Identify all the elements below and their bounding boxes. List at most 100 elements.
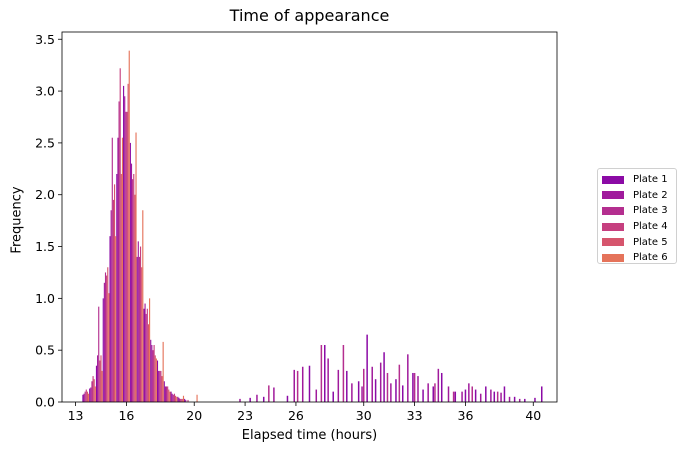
bar-plate-1 <box>129 142 131 402</box>
late-bar-plate-3 <box>320 344 323 402</box>
late-bar-plate-1 <box>454 391 457 402</box>
legend-swatch <box>602 206 624 215</box>
bar-plate-5 <box>161 376 163 402</box>
late-bar-plate-2 <box>315 389 318 402</box>
x-axis-label: Elapsed time (hours) <box>241 428 378 443</box>
bar-plate-4 <box>92 376 94 402</box>
bar-plate-4 <box>85 389 87 402</box>
bar-plate-4 <box>133 173 135 402</box>
late-bar-plate-3 <box>471 386 473 402</box>
y-tick-label: 0.0 <box>35 395 55 410</box>
legend-item-plate-6: Plate 6 <box>602 250 672 266</box>
late-bar-plate-2 <box>337 369 340 402</box>
late-bar-plate-2 <box>301 366 304 402</box>
late-bar-plate-1 <box>524 398 526 402</box>
bar-plate-2 <box>124 96 126 403</box>
bar-plate-2 <box>130 163 133 402</box>
late-bar-plate-2 <box>361 386 363 402</box>
late-bar-plate-3 <box>434 383 436 402</box>
bar-plate-5 <box>141 267 143 402</box>
late-bar-plate-3 <box>386 372 389 402</box>
late-bar-plate-2 <box>379 362 382 402</box>
bar-plate-4 <box>139 246 142 402</box>
bar-plate-2 <box>164 386 166 402</box>
bar-plate-5 <box>113 184 116 402</box>
late-bar-plate-1 <box>395 379 397 402</box>
bar-plate-2 <box>144 303 146 402</box>
bar-plate-3 <box>179 398 181 402</box>
bar-plate-6 <box>155 358 157 402</box>
bar-plate-6 <box>128 50 130 403</box>
late-bar-plate-1 <box>401 385 404 402</box>
bar-plate-2 <box>90 387 92 402</box>
bar-plate-4 <box>146 308 148 402</box>
bar-plate-2 <box>151 344 153 402</box>
x-tick-label: 33 <box>407 408 423 423</box>
bar-plate-1 <box>163 381 165 402</box>
late-bar-plate-1 <box>366 334 368 402</box>
bar-plate-5 <box>154 355 156 402</box>
bar-plate-4 <box>99 360 101 402</box>
late-bar-plate-3 <box>413 372 416 402</box>
late-bar-plate-2 <box>461 391 463 402</box>
bar-plate-6 <box>115 236 117 402</box>
y-tick-label: 0.5 <box>35 343 55 358</box>
bar-plate-6 <box>162 341 164 402</box>
late-bar-plate-2 <box>490 389 492 402</box>
bar-plate-1 <box>150 339 152 402</box>
y-tick-label: 3.0 <box>35 84 55 99</box>
bar-plate-6 <box>142 210 144 402</box>
bar-plate-2 <box>83 393 85 402</box>
bar-plate-6 <box>94 386 96 402</box>
bar-plate-3 <box>111 137 113 402</box>
late-bar-plate-1 <box>464 389 467 402</box>
bar-plate-2 <box>185 399 187 402</box>
late-bar-plate-2 <box>479 393 482 402</box>
late-bar-plate-3 <box>268 385 270 402</box>
late-bar-plate-2 <box>417 376 419 402</box>
bar-plate-2 <box>158 370 160 402</box>
late-bar-plate-3 <box>296 370 299 402</box>
bar-plate-2 <box>171 393 173 402</box>
late-bar-plate-1 <box>249 397 251 402</box>
late-bar-plate-2 <box>293 369 295 402</box>
y-axis-label: Frequency <box>9 186 25 254</box>
bar-plate-1 <box>95 365 98 402</box>
bar-plate-6 <box>87 393 90 402</box>
late-bar-plate-1 <box>432 386 434 402</box>
late-bar-plate-2 <box>390 383 392 402</box>
late-bar-plate-2 <box>273 387 275 402</box>
bar-plate-6 <box>182 395 185 402</box>
bar-plate-3 <box>104 272 107 402</box>
late-bar-plate-1 <box>357 381 360 402</box>
bar-plate-6 <box>121 137 124 402</box>
x-tick-label: 13 <box>68 408 84 423</box>
late-bar-plate-1 <box>422 389 424 402</box>
legend-label: Plate 6 <box>633 252 668 264</box>
late-bar-plate-1 <box>332 391 334 402</box>
bar-plate-5 <box>86 391 88 402</box>
x-tick-label: 40 <box>525 408 541 423</box>
late-bar-plate-2 <box>407 354 409 402</box>
late-bar-plate-2 <box>518 398 521 402</box>
late-bar-plate-2 <box>500 392 502 402</box>
legend-swatch <box>602 222 624 231</box>
bar-plate-5 <box>175 395 177 402</box>
late-bar-plate-3 <box>342 344 345 402</box>
late-bar-plate-2 <box>239 398 241 402</box>
bar-plate-5 <box>168 389 170 402</box>
bar-plate-1 <box>89 388 91 402</box>
late-bar-plate-1 <box>513 396 516 402</box>
x-tick-label: 16 <box>118 408 134 423</box>
bar-plate-3 <box>84 391 86 402</box>
bar-plate-5 <box>127 83 129 402</box>
late-bar-plate-2 <box>508 396 511 402</box>
legend-label: Plate 4 <box>633 221 668 233</box>
bar-plate-6 <box>101 370 103 402</box>
legend-item-plate-3: Plate 3 <box>602 203 672 219</box>
late-bar-plate-1 <box>493 391 496 402</box>
bar-plate-1 <box>82 394 84 402</box>
legend-label: Plate 1 <box>633 174 668 186</box>
late-bar-plate-1 <box>346 370 348 402</box>
